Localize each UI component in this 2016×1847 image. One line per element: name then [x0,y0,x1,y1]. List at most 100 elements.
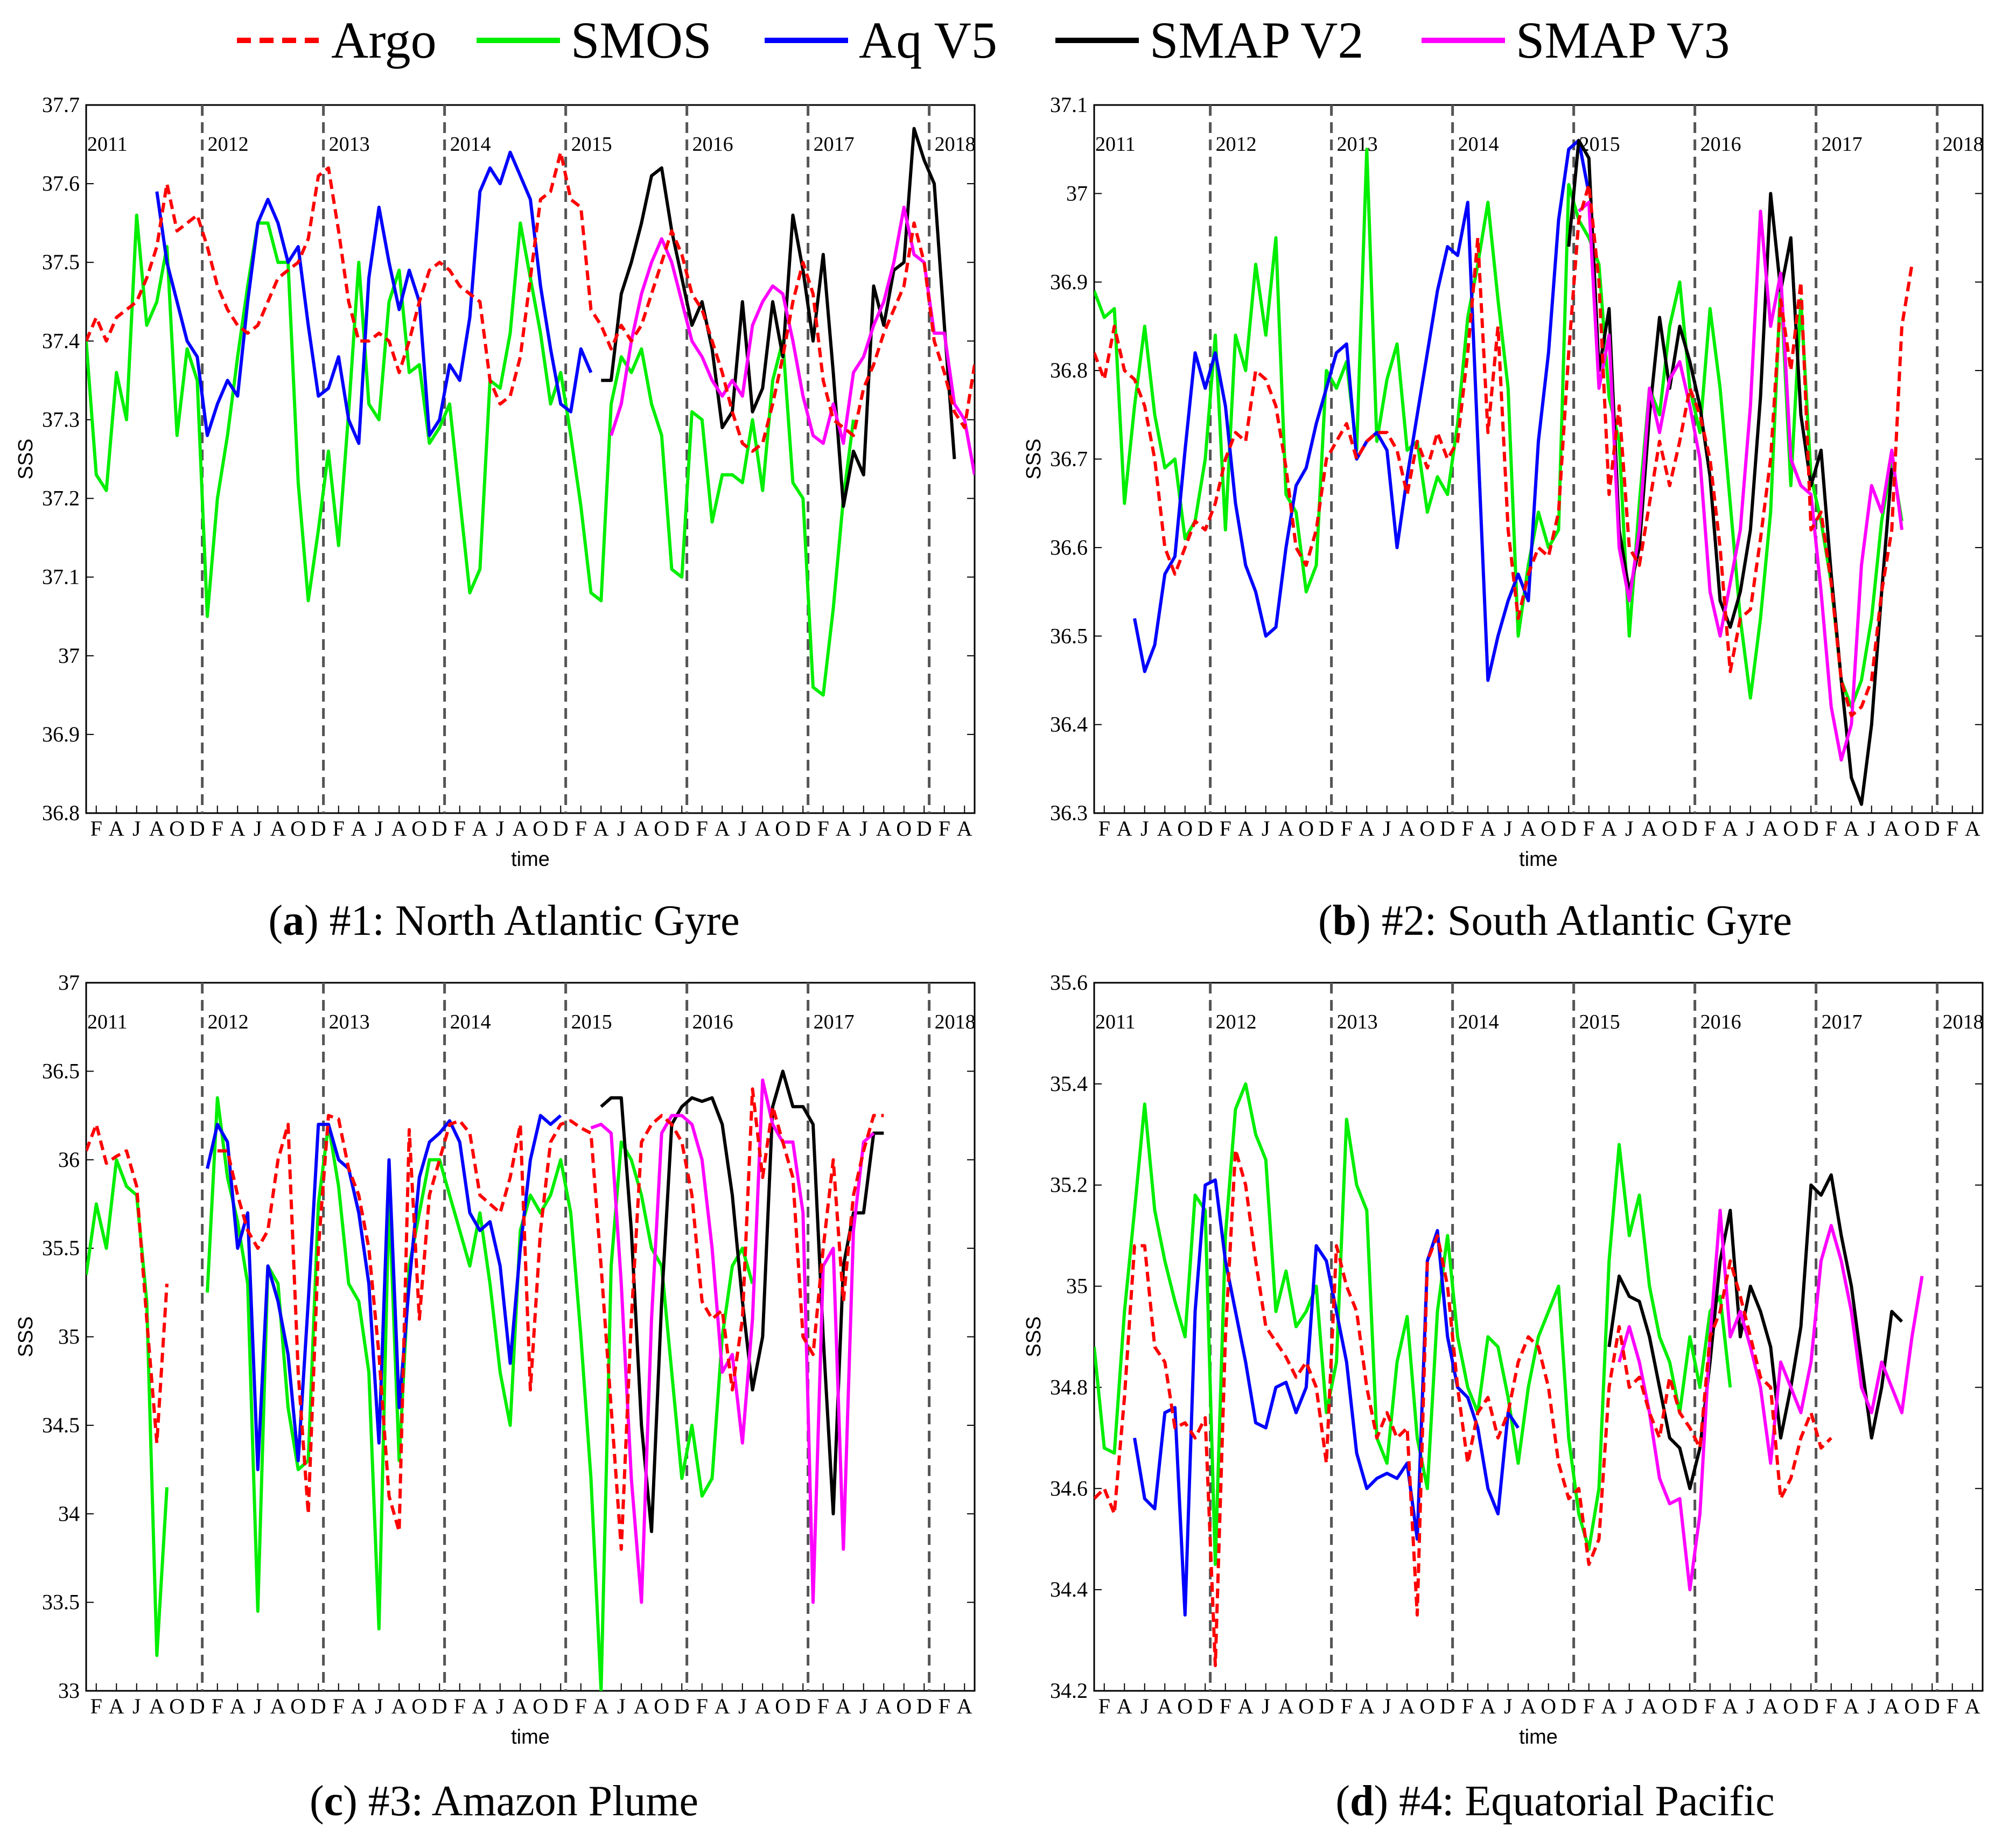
panel-c-series-group [86,1069,884,1691]
caption-a: (a) #1: North Atlantic Gyre [268,897,740,945]
legend-label-smos: SMOS [571,11,711,69]
panel-c-xtick-label: J [738,1694,747,1718]
panel-b-xtick-label: J [1504,816,1513,841]
panel-b-xtick-label: O [1419,816,1435,841]
panel-a-xtick-label: A [836,816,851,841]
panel-c-ytick-label: 36 [58,1148,80,1172]
panel-d-xtick-label: A [1763,1694,1779,1718]
panel-b-xtick-label: O [1783,816,1798,841]
panel-a-year-label: 2015 [571,133,612,156]
panel-a-xlabel: time [511,848,550,871]
panel-c-xtick-label: A [109,1694,124,1718]
panel-a-xtick-label: A [472,816,488,841]
panel-b-xtick-label: D [1440,816,1455,841]
panel-c-series-argo [86,1123,169,1445]
panel-d-xtick-label: D [1682,1694,1698,1718]
panel-a-xtick-label: A [230,816,246,841]
panel-d-xtick-label: A [1278,1694,1294,1718]
panel-a-year-label: 2016 [692,133,733,156]
panel-b-series-group [1094,138,1914,806]
panel-c-ytick-label: 33.5 [42,1590,80,1614]
panel-c-xtick-label: D [190,1694,205,1718]
panel-c-xtick-label: A [472,1694,488,1718]
panel-c-year-label: 2012 [208,1011,249,1033]
panel-b-xtick-label: D [1803,816,1819,841]
panel-d-xtick-label: F [1825,1694,1837,1718]
panel-b-xtick-label: D [1682,816,1698,841]
panel-b-xtick-label: F [1341,816,1353,841]
panel-b-ytick-label: 36.4 [1050,712,1088,737]
panel-d-xtick-label: D [1440,1694,1455,1718]
panel-a-xtick-label: A [957,816,972,841]
panel-a-xtick-label: D [795,816,811,841]
panel-a-xtick-label: J [132,816,141,841]
panel-c-year-label: 2011 [87,1011,128,1033]
legend: Argo SMOS Aq V5 SMAP V2 SMAP V3 [237,11,1730,69]
panel-b-xtick-label: A [1844,816,1859,841]
panel-c-xtick-label: D [916,1694,932,1718]
panel-c-xtick-label: J [132,1694,141,1718]
panel-a-xtick-label: A [876,816,892,841]
caption-b: (b) #2: South Atlantic Gyre [1318,897,1792,945]
panel-a-series-argo [86,150,975,453]
panel-b-xtick-label: O [1298,816,1314,841]
panel-c-xtick-label: D [432,1694,447,1718]
panel-c-xtick-label: A [836,1694,851,1718]
panel-b-xtick-label: D [1561,816,1577,841]
panel-c-xtick-label: A [149,1694,165,1718]
panel-c-xtick-label: F [454,1694,466,1718]
caption-d-letter: d [1349,1778,1374,1825]
panel-d-ytick-label: 34.2 [1050,1678,1088,1703]
panel-d-xtick-label: J [1140,1694,1149,1718]
panel-d-xtick-label: O [1419,1694,1435,1718]
panel-c-ytick-label: 37 [58,970,80,995]
panel-d-ytick-label: 34.4 [1050,1577,1088,1601]
panel-c-xlabel: time [511,1726,550,1748]
panel-a-xtick-label: F [817,816,829,841]
panel-d-xtick-label: A [1601,1694,1617,1718]
panel-a-xtick-label: A [513,816,528,841]
panel-a-xtick-label: O [533,816,548,841]
panel-a-xtick-label: A [593,816,609,841]
panel-c-xtick-label: D [795,1694,811,1718]
panel-c-xtick-label: A [957,1694,972,1718]
panel-a-xtick-label: J [496,816,505,841]
panel-c-year-label: 2016 [692,1011,733,1033]
panel-b-year-label: 2018 [1943,133,1984,156]
panel-b-xtick-label: O [1541,816,1556,841]
panel-c-xtick-label: O [533,1694,548,1718]
panel-c-year-label: 2017 [814,1011,855,1033]
panel-c-year-label: 2014 [450,1011,491,1033]
panel-b-xtick-label: F [1704,816,1716,841]
panel-c-xtick-label: J [617,1694,626,1718]
panel-b-xtick-label: F [1583,816,1595,841]
panel-a-xtick-label: A [755,816,771,841]
panel-d-xtick-label: F [1341,1694,1353,1718]
panel-d-xtick-label: D [1561,1694,1577,1718]
panel-a-ytick-label: 37.5 [42,250,80,274]
panel-d-series-group [1094,1082,1924,1667]
panel-c-xtick-label: O [411,1694,427,1718]
panel-c-xtick-label: F [212,1694,223,1718]
panel-a-xtick-label: O [775,816,790,841]
panel-a-ytick-label: 36.8 [42,801,80,825]
panel-c-xtick-label: O [654,1694,669,1718]
panel-b-xtick-label: D [1924,816,1940,841]
panel-a-plot-frame [85,104,976,814]
panel-a-xtick-label: J [375,816,383,841]
panel-d-ytick-label: 35.4 [1050,1072,1088,1096]
panel-b-xtick-label: A [1238,816,1254,841]
panel-a-series-smos [86,213,855,697]
panel-b-ytick-label: 36.3 [1050,801,1088,825]
panel-d-xtick-label: J [1262,1694,1270,1718]
panel-d-xtick-label: F [1583,1694,1595,1718]
panel-a-series-smap-v3 [610,205,975,475]
panel-a-xtick-label: D [553,816,569,841]
panel-c-series-smos [86,1158,169,1657]
panel-a-xtick-label: F [333,816,345,841]
panel-a-xtick-label: F [575,816,587,841]
panel-d-xtick-label: F [1462,1694,1474,1718]
panel-b-ytick-label: 36.5 [1050,624,1088,648]
panel-b-xtick-label: D [1319,816,1334,841]
panel-d-ytick-label: 35.2 [1050,1173,1088,1197]
